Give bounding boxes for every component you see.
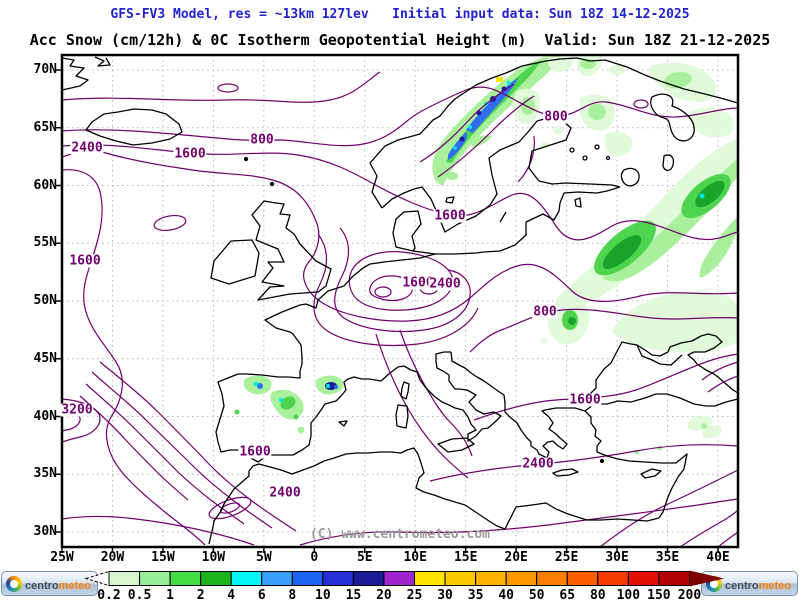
contour-value-label: 1600 <box>173 146 207 162</box>
y-tick-label: 65N <box>33 119 57 135</box>
contour-value-label: 1600 <box>568 392 602 408</box>
contour-value-label: 2400 <box>268 485 302 501</box>
y-tick-label: 40N <box>33 408 57 424</box>
x-tick-label: 10W <box>201 550 226 565</box>
model-run-title: GFS-FV3 Model, res = ~13km 127lev Initia… <box>110 7 690 22</box>
centrometeo-swirl-icon <box>706 575 722 592</box>
x-tick-label: 40E <box>706 550 730 565</box>
contour-value-label: 800 <box>532 304 558 320</box>
axis-tick-marks <box>55 69 719 553</box>
contour-value-label: 2400 <box>428 276 462 292</box>
contour-value-label: 1600 <box>68 253 102 269</box>
x-tick-label: 0 <box>310 550 319 565</box>
field-valid-title: Acc Snow (cm/12h) & 0C Isotherm Geopoten… <box>29 31 771 49</box>
contour-value-label: 800 <box>249 132 275 148</box>
contour-value-label: 1600 <box>238 444 272 460</box>
x-tick-label: 35E <box>655 550 680 565</box>
y-tick-label: 30N <box>33 524 57 539</box>
x-tick-label: 20E <box>504 550 528 565</box>
centrometeo-swirl-icon <box>6 575 22 592</box>
snow-shading <box>62 56 738 455</box>
logo-text-meteo: meteo <box>58 580 92 592</box>
y-tick-label: 35N <box>33 466 57 482</box>
x-tick-label: 15W <box>151 550 175 565</box>
contour-value-label: 3200 <box>60 402 94 418</box>
logo-text-centro: centro <box>725 580 759 592</box>
x-tick-label: 30E <box>605 550 629 565</box>
x-tick-label: 25W <box>50 550 74 565</box>
x-tick-label: 10E <box>403 550 427 565</box>
coastlines <box>62 56 738 545</box>
x-tick-label: 15E <box>453 550 478 565</box>
contour-value-label: 800 <box>543 109 569 125</box>
centrometeo-logo-left[interactable]: centrometeo <box>1 571 98 596</box>
copyright-watermark: (C) www.centrometeo.com <box>309 527 490 542</box>
y-tick-label: 60N <box>33 177 57 193</box>
logo-text-meteo: meteo <box>758 580 792 592</box>
grid-lines <box>62 55 738 547</box>
x-tick-label: 5E <box>356 550 373 565</box>
centrometeo-logo-right[interactable]: centrometeo <box>701 571 798 596</box>
y-tick-label: 50N <box>33 293 57 308</box>
y-tick-label: 70N <box>33 62 57 77</box>
contour-value-label: 2400 <box>521 456 555 472</box>
logo-text-centro: centro <box>25 580 59 592</box>
x-tick-label: 20W <box>100 550 125 565</box>
contour-value-label: 1600 <box>401 275 435 291</box>
contour-value-label: 2400 <box>70 140 104 156</box>
y-tick-label: 55N <box>33 235 57 251</box>
y-tick-label: 45N <box>33 350 57 366</box>
x-tick-label: 5W <box>256 550 272 565</box>
contour-value-label: 1600 <box>433 208 467 224</box>
x-tick-label: 25E <box>554 550 579 565</box>
